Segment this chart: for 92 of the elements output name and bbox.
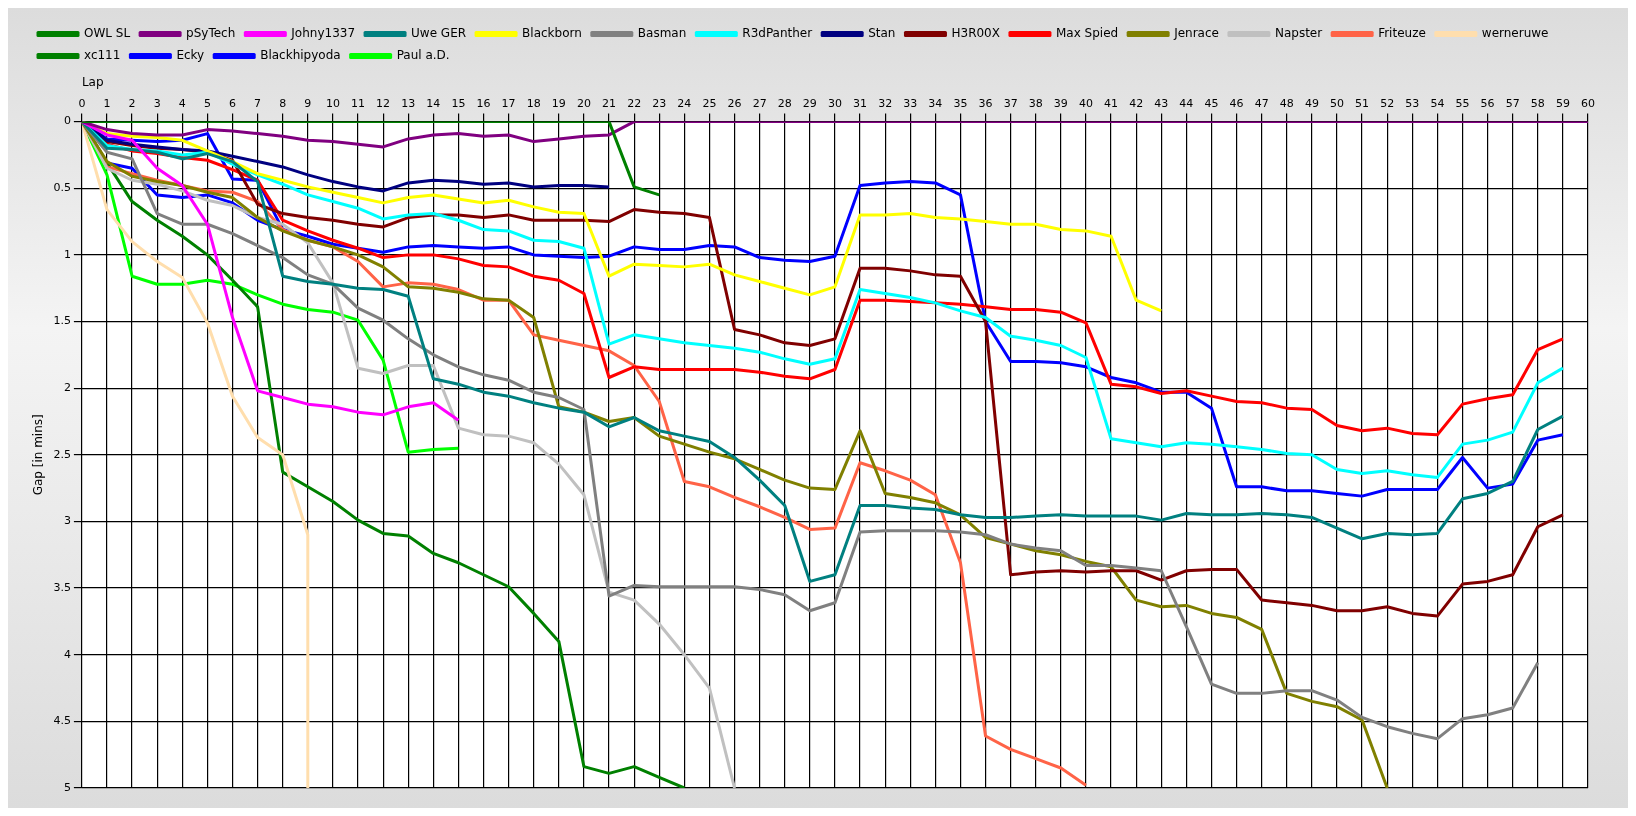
x-tick-label: 9: [304, 96, 312, 110]
x-tick-label: 49: [1304, 96, 1319, 110]
x-tick-label: 13: [401, 96, 416, 110]
x-tick-label: 35: [953, 96, 968, 110]
legend-label: Stan: [868, 26, 896, 41]
x-tick-label: 10: [325, 96, 340, 110]
x-tick-label: 28: [777, 96, 792, 110]
x-tick-label: 11: [351, 96, 366, 110]
x-tick-label: 52: [1380, 96, 1395, 110]
x-tick-label: 45: [1204, 96, 1219, 110]
x-tick-label: 59: [1555, 96, 1570, 110]
legend-label: Jenrace: [1173, 26, 1219, 41]
y-tick-label: 5: [63, 780, 71, 794]
legend-label: R3dPanther: [742, 26, 813, 41]
x-tick-label: 58: [1530, 96, 1545, 110]
x-tick-label: 29: [802, 96, 817, 110]
legend-label: pSyTech: [186, 26, 236, 41]
legend-label: Blackborn: [522, 26, 582, 41]
y-axis-title: Gap [in mins]: [31, 414, 46, 496]
x-tick-label: 53: [1405, 96, 1420, 110]
x-tick-label: 43: [1154, 96, 1169, 110]
x-tick-label: 51: [1355, 96, 1370, 110]
x-tick-label: 15: [451, 96, 466, 110]
x-tick-label: 22: [627, 96, 642, 110]
y-tick-label: 2.5: [53, 447, 71, 461]
x-tick-label: 36: [978, 96, 993, 110]
x-tick-label: 50: [1329, 96, 1344, 110]
x-tick-label: 27: [752, 96, 767, 110]
y-tick-label: 0.5: [53, 181, 71, 195]
x-tick-label: 46: [1229, 96, 1244, 110]
x-tick-label: 12: [376, 96, 391, 110]
legend-label: Ecky: [176, 48, 205, 63]
x-tick-label: 0: [78, 96, 86, 110]
y-tick-label: 1.5: [53, 314, 71, 328]
x-tick-label: 31: [853, 96, 868, 110]
x-tick-label: 3: [153, 96, 161, 110]
y-tick-label: 3.5: [53, 580, 71, 594]
x-tick-label: 17: [501, 96, 516, 110]
y-tick-label: 3: [63, 514, 71, 528]
x-tick-label: 48: [1279, 96, 1294, 110]
y-tick-label: 4: [63, 647, 71, 661]
y-tick-label: 2: [63, 381, 71, 395]
x-tick-label: 16: [476, 96, 491, 110]
x-tick-label: 32: [878, 96, 893, 110]
legend-label: Basman: [637, 26, 687, 41]
x-tick-label: 57: [1505, 96, 1520, 110]
x-tick-label: 6: [229, 96, 236, 110]
x-tick-label: 40: [1078, 96, 1093, 110]
x-tick-label: 47: [1254, 96, 1269, 110]
x-tick-label: 7: [254, 96, 262, 110]
legend-label: Napster: [1274, 26, 1323, 41]
y-tick-label: 4.5: [53, 714, 71, 728]
x-tick-label: 30: [827, 96, 842, 110]
x-tick-label: 1: [103, 96, 111, 110]
x-tick-label: 54: [1430, 96, 1445, 110]
x-tick-label: 5: [203, 96, 211, 110]
x-tick-label: 23: [652, 96, 667, 110]
x-tick-label: 56: [1480, 96, 1495, 110]
x-tick-label: 55: [1455, 96, 1470, 110]
x-axis-title: Lap: [81, 75, 104, 90]
x-tick-label: 37: [1003, 96, 1018, 110]
legend-label: Paul a.D.: [396, 48, 450, 63]
x-tick-label: 60: [1581, 96, 1595, 110]
x-tick-label: 44: [1179, 96, 1194, 110]
x-tick-label: 20: [576, 96, 591, 110]
x-tick-label: 2: [128, 96, 136, 110]
x-tick-label: 33: [903, 96, 918, 110]
y-tick-label: 1: [63, 247, 71, 261]
x-tick-label: 41: [1104, 96, 1119, 110]
legend-label: xc111: [84, 48, 121, 63]
x-tick-label: 8: [279, 96, 287, 110]
y-tick-label: 0: [63, 114, 71, 128]
x-tick-label: 14: [426, 96, 441, 110]
x-tick-label: 42: [1129, 96, 1144, 110]
x-tick-label: 4: [178, 96, 186, 110]
x-tick-label: 21: [602, 96, 617, 110]
legend-label: OWL SL: [84, 26, 131, 41]
legend-label: Friteuze: [1378, 26, 1426, 41]
legend-label: H3R00X: [951, 26, 1000, 41]
x-tick-label: 25: [702, 96, 717, 110]
legend-label: Uwe GER: [411, 26, 467, 41]
x-tick-label: 34: [928, 96, 943, 110]
x-tick-label: 26: [727, 96, 742, 110]
x-tick-label: 39: [1053, 96, 1068, 110]
x-tick-label: 38: [1028, 96, 1043, 110]
legend-label: Max Spied: [1055, 26, 1119, 41]
x-tick-label: 18: [526, 96, 541, 110]
x-tick-label: 19: [551, 96, 566, 110]
legend-label: Johny1337: [290, 26, 356, 41]
legend-label: Blackhipyoda: [260, 48, 341, 63]
x-tick-label: 24: [677, 96, 692, 110]
legend-label: werneruwe: [1481, 26, 1549, 41]
